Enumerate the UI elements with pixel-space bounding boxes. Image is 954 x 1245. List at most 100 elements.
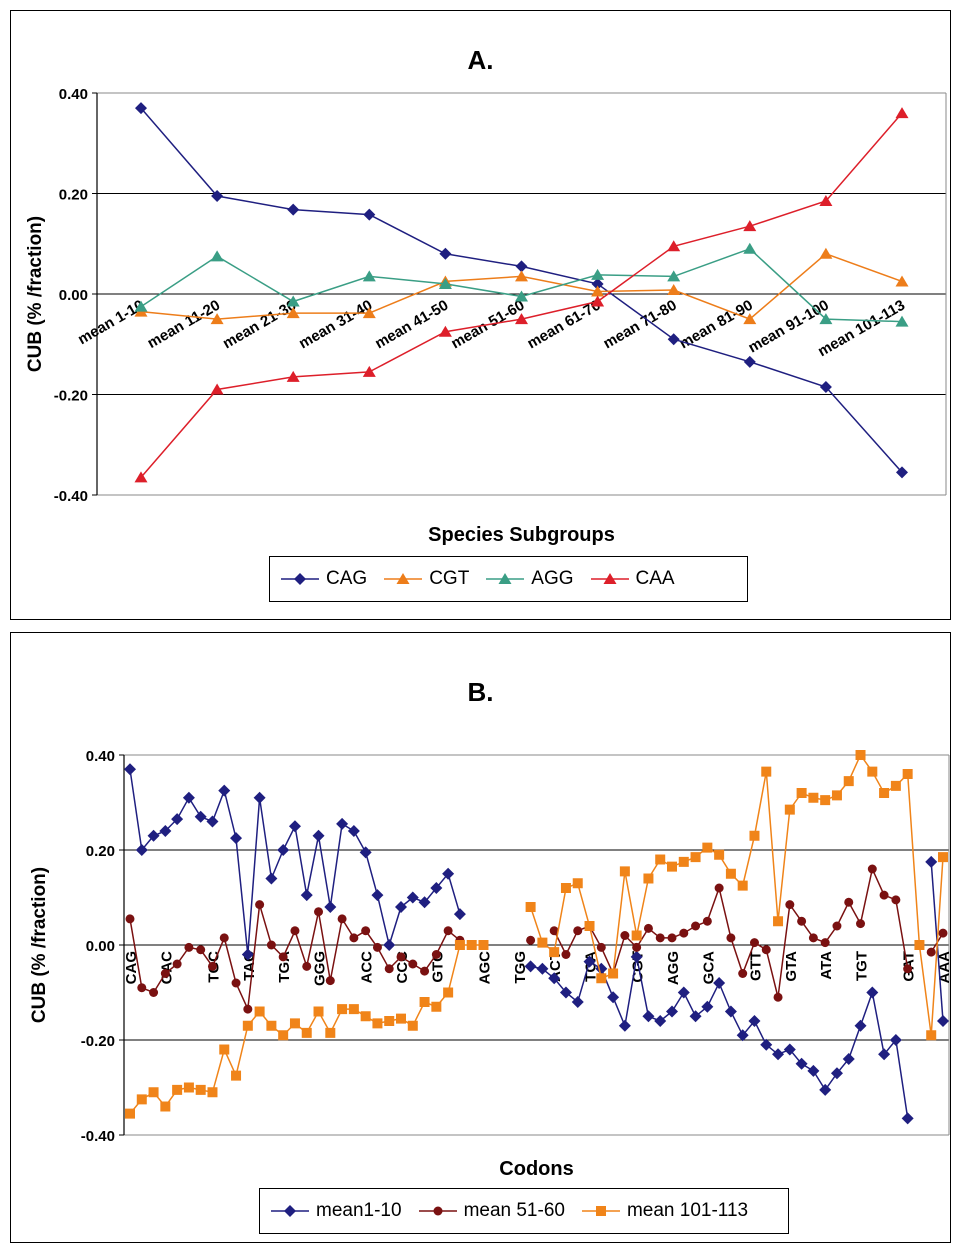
data-point-mean1-10: [925, 855, 938, 868]
data-point-mean1-10: [395, 901, 407, 913]
data-point-mean-101-113: [231, 1070, 242, 1081]
data-point-mean-101-113: [195, 1084, 206, 1095]
data-point-mean-51-60: [384, 964, 394, 974]
data-point-mean-51-60: [655, 933, 665, 943]
legend-item-caa: CAA: [590, 568, 675, 590]
data-point-mean-101-113: [926, 1030, 937, 1041]
data-point-mean-51-60: [856, 919, 866, 929]
data-point-mean1-10: [748, 1015, 761, 1027]
legend-swatch-agg: [486, 573, 525, 584]
data-point-mean1-10: [277, 844, 290, 856]
y-axis-label: CUB (% /fraction): [25, 216, 46, 372]
data-point-mean-101-113: [348, 1004, 359, 1015]
chart-panel-a: A. 0.40 0.20 0.00 -0.20 -0.40 CUB (% /fractio…: [10, 10, 951, 620]
data-point-mean-51-60: [231, 978, 241, 988]
data-point-mean-51-60: [290, 926, 300, 936]
data-point-mean-101-113: [761, 766, 772, 777]
data-point-mean-101-113: [396, 1013, 406, 1024]
data-point-mean1-10: [241, 948, 254, 961]
data-point-mean-101-113: [289, 1018, 300, 1029]
data-point-mean1-10: [324, 901, 337, 913]
data-point-mean-101-113: [466, 940, 477, 950]
x-tick-label: mean 71-80: [600, 297, 679, 353]
data-point-mean1-10: [524, 960, 537, 973]
data-point-mean1-10: [194, 810, 207, 823]
legend-swatch-mean1-10: [271, 1205, 309, 1217]
data-point-mean1-10: [147, 829, 160, 842]
data-point-mean-51-60: [797, 916, 807, 926]
data-point-mean-51-60: [726, 933, 736, 943]
data-point-mean1-10: [666, 1005, 678, 1018]
data-point-mean-101-113: [301, 1027, 312, 1038]
data-point-mean-51-60: [137, 983, 147, 993]
data-point-mean-51-60: [867, 864, 877, 874]
series-line-cag: [140, 107, 903, 473]
x-tick-label: CAG: [123, 951, 140, 984]
data-point-mean-51-60: [903, 964, 913, 974]
x-axis-label: Codons: [499, 1158, 573, 1180]
data-point-mean-101-113: [172, 1084, 183, 1095]
data-point-mean-101-113: [714, 849, 725, 860]
data-point-mean-101-113: [560, 883, 571, 893]
x-tick-label: TGT: [854, 951, 871, 981]
data-point-mean-101-113: [266, 1020, 277, 1031]
data-point-mean1-10: [854, 1019, 867, 1032]
data-point-mean-51-60: [160, 969, 170, 978]
data-point-mean-51-60: [443, 926, 453, 936]
data-point-mean1-10: [654, 1015, 667, 1027]
x-tick-label: mean 61-70: [524, 297, 603, 353]
data-point-agg: [591, 268, 605, 280]
x-tick-label: TGG: [512, 951, 529, 984]
data-point-mean-51-60: [691, 921, 701, 931]
data-point-mean1-10: [347, 825, 360, 837]
data-point-mean1-10: [124, 763, 136, 776]
legend-label: mean 51-60: [463, 1200, 565, 1221]
data-point-mean-101-113: [148, 1087, 159, 1098]
data-point-mean1-10: [819, 1083, 832, 1096]
legend-item-mean-101-113: mean 101-113: [581, 1200, 748, 1222]
legend-swatch-marker: [433, 1206, 443, 1216]
data-point-mean-101-113: [242, 1020, 253, 1031]
data-point-mean-51-60: [278, 952, 288, 962]
data-point-cag: [819, 380, 832, 393]
data-point-mean1-10: [866, 986, 879, 999]
data-point-cag: [515, 260, 528, 273]
data-point-mean1-10: [689, 1010, 702, 1023]
data-point-cgt: [743, 313, 757, 325]
data-point-cag: [287, 203, 300, 216]
data-point-mean-101-113: [678, 856, 689, 867]
data-point-mean-101-113: [820, 795, 831, 806]
data-point-mean-101-113: [478, 940, 489, 950]
data-point-mean1-10: [159, 825, 172, 837]
legend-label: mean 101-113: [626, 1200, 749, 1221]
data-point-mean-101-113: [372, 1018, 383, 1029]
data-point-cgt: [591, 285, 605, 297]
data-point-mean1-10: [901, 1112, 914, 1125]
legend-item-cag: CAG: [280, 568, 367, 590]
data-point-agg: [286, 295, 300, 307]
data-point-mean-101-113: [643, 873, 654, 884]
data-point-mean-51-60: [820, 938, 830, 948]
data-point-mean1-10: [937, 1015, 949, 1027]
data-point-mean-51-60: [361, 926, 371, 936]
data-point-mean1-10: [135, 844, 148, 856]
data-point-mean-51-60: [773, 992, 783, 1002]
data-point-mean-101-113: [796, 788, 807, 798]
data-point-mean-101-113: [879, 788, 890, 798]
data-point-mean-51-60: [749, 938, 759, 948]
data-point-mean1-10: [736, 1029, 749, 1042]
legend-swatch-mean-101-113: [581, 1206, 620, 1216]
data-point-mean-51-60: [420, 966, 430, 976]
x-tick-label: GTA: [783, 951, 800, 982]
data-point-mean-101-113: [702, 842, 713, 853]
chart-title-a: A.: [467, 45, 494, 75]
data-point-mean1-10: [548, 972, 561, 985]
data-point-cgt: [515, 270, 528, 282]
data-point-agg: [667, 270, 681, 282]
data-point-mean1-10: [536, 962, 549, 975]
data-point-mean-51-60: [879, 890, 889, 900]
data-point-mean-51-60: [431, 950, 441, 959]
data-point-mean-51-60: [761, 945, 771, 955]
legend-label: CAG: [326, 568, 368, 589]
data-point-mean-51-60: [325, 976, 335, 986]
